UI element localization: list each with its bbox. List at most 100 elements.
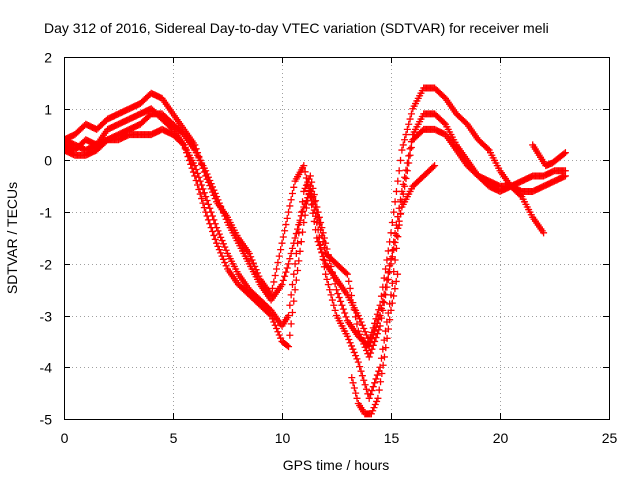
data-point: [291, 286, 299, 294]
series-interp-markers: [308, 194, 320, 220]
data-point: [278, 239, 286, 247]
series-interp-markers: [308, 187, 320, 211]
series-interp-markers: [268, 282, 285, 302]
series-interp-markers: [236, 242, 252, 265]
series-interp-markers: [214, 227, 230, 254]
series-interp-markers: [382, 316, 394, 352]
series-interp-markers: [465, 163, 481, 179]
series-interp-markers: [247, 287, 263, 303]
series-interp-markers: [323, 275, 339, 314]
series-interp-markers: [181, 127, 197, 147]
data-point: [365, 394, 373, 402]
series-interp-markers: [454, 111, 470, 127]
data-point: [291, 260, 299, 268]
x-tick-label: 0: [61, 430, 69, 446]
data-point: [387, 260, 395, 268]
series-curve-b: [64, 105, 569, 351]
series-interp-markers: [432, 85, 448, 101]
series-interp-markers: [443, 123, 459, 146]
y-tick-label: 0: [44, 153, 52, 169]
series-interp-markers: [550, 155, 562, 166]
data-point: [300, 187, 308, 195]
data-point: [394, 270, 402, 278]
series-interp-markers: [292, 207, 307, 238]
y-tick-label: -5: [40, 412, 53, 428]
series-interp-markers: [486, 149, 503, 172]
series-interp-markers: [369, 397, 381, 415]
series-interp-markers: [345, 277, 361, 328]
series-interp-markers: [236, 272, 252, 292]
data-point: [267, 312, 275, 320]
series-interp-markers: [519, 195, 535, 219]
series-interp-markers: [301, 190, 313, 219]
y-tick-label: -3: [40, 309, 53, 325]
series-interp-markers: [138, 111, 154, 127]
series-interp-markers: [94, 116, 110, 132]
series-interp-markers: [181, 145, 197, 176]
data-point: [374, 394, 382, 402]
series-interp-markers: [410, 127, 426, 142]
series-interp-markers: [399, 110, 415, 149]
data-point: [354, 327, 362, 335]
series-interp-markers: [323, 251, 339, 267]
series-interp-markers: [443, 96, 459, 116]
series-interp-markers: [279, 264, 291, 284]
series-interp-markers: [432, 111, 448, 127]
series-interp-markers: [159, 111, 176, 127]
series-interp-markers: [159, 96, 176, 116]
series-interp-markers: [203, 197, 219, 228]
series-interp-markers: [214, 196, 230, 223]
data-point: [285, 343, 293, 351]
data-point: [180, 141, 188, 149]
series-interp-markers: [410, 112, 426, 136]
x-tick-label: 5: [170, 430, 178, 446]
series-interp-markers: [214, 242, 230, 270]
data-point: [561, 172, 569, 180]
x-axis-label: GPS time / hours: [283, 457, 390, 473]
series-interp-markers: [454, 148, 470, 168]
data-point: [213, 239, 221, 247]
series-interp-markers: [225, 252, 241, 276]
series-interp-markers: [286, 239, 298, 263]
series-interp-markers: [367, 326, 383, 357]
series-interp-markers: [247, 292, 263, 308]
series-interp-markers: [530, 143, 542, 157]
data-point: [376, 322, 384, 330]
series-interp-markers: [258, 303, 274, 318]
y-axis-label: SDTVAR / TECUs: [4, 182, 20, 294]
series-interp-markers: [476, 137, 492, 153]
series-interp-markers: [537, 153, 548, 168]
data-point: [387, 306, 395, 314]
series-interp-markers: [399, 144, 415, 198]
data-point: [202, 208, 210, 216]
series-interp-markers: [225, 221, 241, 245]
data-point: [343, 270, 351, 278]
data-point: [322, 270, 330, 278]
series-interp-markers: [349, 379, 361, 402]
x-tick-label: 25: [602, 430, 618, 446]
data-point: [306, 172, 314, 180]
series-interp-markers: [286, 297, 298, 339]
series-interp-markers: [410, 173, 426, 189]
series-interp-markers: [454, 143, 470, 162]
data-point: [285, 312, 293, 320]
series-interp-markers: [410, 87, 426, 110]
series-curve-c: [64, 110, 569, 402]
series-curve-d: [64, 125, 439, 361]
series-interp-markers: [170, 132, 187, 148]
series-interp-markers: [203, 170, 219, 197]
series-interp-markers: [443, 133, 459, 152]
series-interp-markers: [192, 176, 208, 212]
plot-frame: [64, 57, 610, 420]
y-tick-label: -2: [40, 257, 53, 273]
series-interp-markers: [345, 335, 361, 363]
series-interp-markers: [159, 116, 176, 132]
series-interp-markers: [308, 178, 320, 205]
series-interp-markers: [388, 156, 405, 226]
series-curve-f: [529, 141, 569, 170]
series-interp-markers: [465, 122, 481, 142]
series-interp-markers: [334, 277, 350, 297]
data-point: [213, 193, 221, 201]
data-point: [561, 149, 569, 157]
